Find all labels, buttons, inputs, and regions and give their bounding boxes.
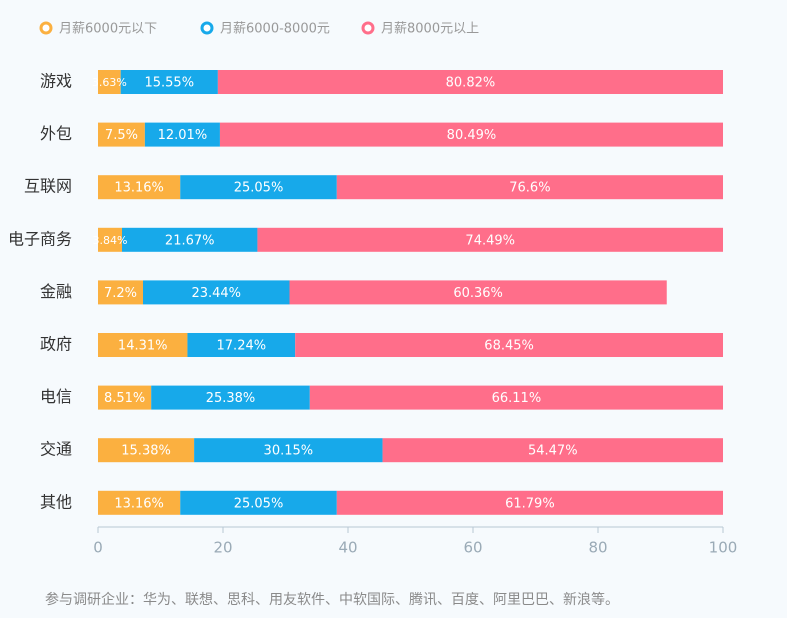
bar-segment — [98, 438, 195, 463]
bar-segment — [309, 385, 723, 410]
bar-segment — [98, 122, 145, 147]
bar-segment — [336, 490, 723, 515]
y-tick-label: 政府 — [40, 335, 72, 354]
value-label: 7.5% — [105, 128, 138, 143]
x-tick-label: 80 — [588, 539, 607, 557]
x-tick-label: 0 — [93, 539, 103, 557]
value-label: 61.79% — [505, 496, 555, 511]
value-label: 25.05% — [234, 496, 284, 511]
value-label: 54.47% — [528, 444, 578, 459]
bar-segment — [289, 280, 667, 305]
bar-segment — [144, 122, 220, 147]
y-tick-label: 游戏 — [40, 72, 72, 91]
bar-segment — [180, 490, 337, 515]
legend-marker — [361, 21, 375, 35]
value-label: 21.67% — [165, 233, 215, 248]
value-label: 13.16% — [114, 496, 164, 511]
bar-segment — [336, 175, 723, 200]
x-tick-label: 60 — [463, 539, 482, 557]
bar-segment — [98, 280, 143, 305]
value-label: 15.55% — [144, 76, 194, 91]
value-label: 60.36% — [453, 286, 503, 301]
bar-segment — [151, 385, 310, 410]
bar-segment — [180, 175, 337, 200]
legend-label: 月薪8000元以上 — [381, 22, 479, 37]
plot-area — [98, 70, 723, 515]
y-tick-label: 其他 — [40, 492, 72, 511]
bar-segment — [122, 227, 258, 252]
bar-segment — [194, 438, 383, 463]
x-tick-label: 40 — [338, 539, 357, 557]
value-label: 80.82% — [446, 76, 496, 91]
legend-marker — [200, 21, 214, 35]
value-label: 15.38% — [121, 444, 171, 459]
bar-segment — [382, 438, 723, 463]
value-label: 13.16% — [114, 181, 164, 196]
y-tick-label: 外包 — [40, 124, 72, 143]
bar-segment — [217, 70, 723, 94]
y-tick-label: 交通 — [40, 440, 72, 459]
value-label: 7.2% — [104, 286, 137, 301]
value-label: 76.6% — [509, 181, 550, 196]
value-label: 68.45% — [484, 339, 534, 354]
value-label: 12.01% — [158, 128, 208, 143]
y-tick-label: 金融 — [40, 282, 72, 301]
value-label: 74.49% — [465, 233, 515, 248]
bar-segment — [295, 333, 723, 357]
legend-label: 月薪6000元以下 — [59, 22, 157, 37]
bar-segment — [98, 385, 152, 410]
y-tick-label: 电子商务 — [8, 229, 72, 248]
y-tick-label: 电信 — [40, 387, 72, 406]
bar-segment — [120, 70, 218, 94]
value-label: 66.11% — [492, 391, 542, 406]
bar-segment — [98, 333, 188, 357]
bar-segment — [98, 227, 122, 252]
bar-segment — [143, 280, 290, 305]
x-tick-label: 20 — [213, 539, 232, 557]
y-tick-label: 互联网 — [24, 177, 72, 196]
legend-marker — [39, 21, 53, 35]
bar-segment — [98, 70, 121, 94]
bar-segment — [219, 122, 723, 147]
footnote: 参与调研企业：华为、联想、思科、用友软件、中软国际、腾讯、百度、阿里巴巴、新浪等… — [45, 591, 619, 608]
value-label: 3.63% — [92, 76, 127, 89]
bar-segment — [98, 175, 181, 200]
legend-label: 月薪6000-8000元 — [220, 22, 330, 37]
bar-segment — [98, 490, 181, 515]
value-label: 25.38% — [206, 391, 256, 406]
value-label: 3.84% — [93, 234, 128, 247]
value-label: 14.31% — [118, 339, 168, 354]
value-label: 80.49% — [447, 128, 497, 143]
x-tick-label: 100 — [709, 539, 738, 557]
value-label: 25.05% — [234, 181, 284, 196]
value-label: 23.44% — [191, 286, 241, 301]
bar-segment — [257, 227, 723, 252]
bar-segment — [187, 333, 296, 357]
value-label: 8.51% — [104, 391, 145, 406]
value-label: 17.24% — [217, 339, 267, 354]
value-label: 30.15% — [264, 444, 314, 459]
